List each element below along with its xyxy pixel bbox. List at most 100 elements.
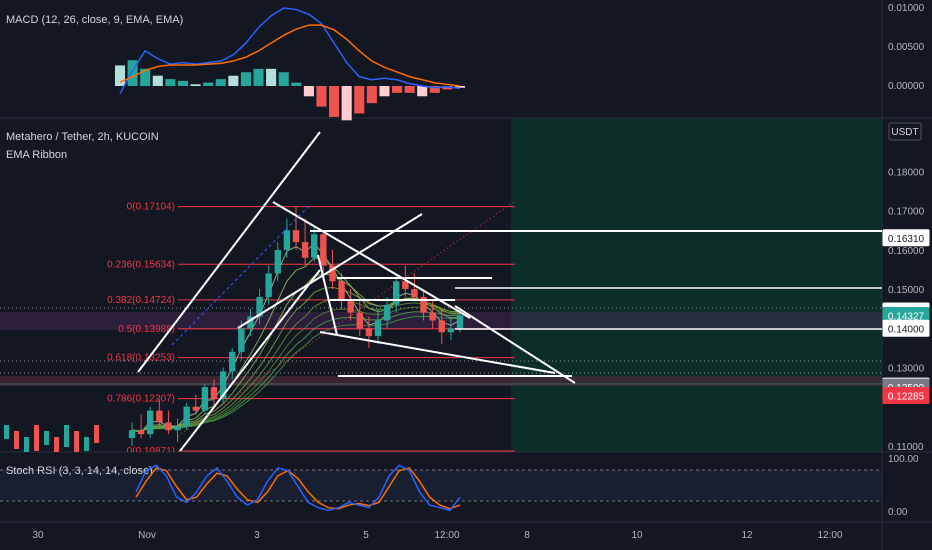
time-tick: 5 bbox=[363, 530, 369, 541]
currency-badge[interactable]: USDT bbox=[888, 122, 922, 141]
candle-body bbox=[183, 406, 190, 427]
time-tick: 3 bbox=[254, 530, 260, 541]
macd-axis-label: 0.00500 bbox=[888, 42, 925, 53]
macd-axis-label: 0.00000 bbox=[888, 81, 925, 92]
candle-body bbox=[356, 312, 363, 329]
candle-body bbox=[365, 328, 373, 337]
fib-level-label: 0.618(0.13253) bbox=[107, 353, 175, 364]
indicator-label: EMA Ribbon bbox=[6, 149, 67, 161]
candle-body bbox=[283, 230, 291, 250]
price-tag-box bbox=[882, 319, 930, 337]
macd-histogram-bar bbox=[240, 72, 251, 86]
macd-histogram-bar bbox=[253, 68, 264, 86]
macd-histogram-bar bbox=[316, 86, 327, 107]
candle-body bbox=[311, 234, 318, 258]
macd-histogram-bar bbox=[266, 68, 277, 86]
dashed-trend-line bbox=[171, 204, 311, 346]
fib-level-label: 0(0.17104) bbox=[127, 202, 175, 213]
candle-body bbox=[24, 437, 29, 452]
price-axis-label: 0.18000 bbox=[888, 168, 925, 179]
price-tag-label: 0.14000 bbox=[888, 324, 925, 335]
candle-body bbox=[229, 351, 236, 372]
fib-level-label: 0.236(0.15634) bbox=[107, 259, 175, 270]
currency-label: USDT bbox=[891, 127, 918, 138]
trendline[interactable] bbox=[319, 331, 556, 374]
macd-histogram-bar bbox=[278, 72, 289, 86]
candle-body bbox=[320, 234, 327, 266]
candle-body bbox=[64, 425, 69, 447]
macd-histogram bbox=[114, 60, 466, 121]
time-tick: Nov bbox=[138, 530, 156, 541]
long-position-zone bbox=[511, 118, 882, 452]
trendline[interactable] bbox=[317, 254, 338, 336]
fib-level-label: 0(0.10871) bbox=[127, 446, 175, 457]
stoch-rsi-pane[interactable]: Stoch RSI (3, 3, 14, 14, close) 100.00 0… bbox=[0, 454, 919, 518]
macd-label: MACD (12, 26, close, 9, EMA, EMA) bbox=[6, 14, 183, 26]
macd-pane[interactable]: MACD (12, 26, close, 9, EMA, EMA) 0.0100… bbox=[6, 3, 925, 121]
fib-level-label: 0.382(0.14724) bbox=[107, 295, 175, 306]
macd-histogram-bar bbox=[203, 82, 214, 86]
candle-body bbox=[94, 425, 99, 443]
candle-body bbox=[74, 431, 79, 452]
stoch-label: Stoch RSI (3, 3, 14, 14, close) bbox=[6, 465, 153, 477]
price-axis-background bbox=[882, 0, 932, 550]
price-tag-label: 0.12285 bbox=[888, 392, 925, 403]
macd-histogram-bar bbox=[165, 79, 176, 86]
fib-retracement[interactable]: 0(0.17104) 0.236(0.15634) 0.382(0.14724) 0.… bbox=[107, 202, 515, 457]
price-tag-box bbox=[882, 229, 930, 247]
candle-body bbox=[393, 281, 400, 305]
macd-histogram-bar bbox=[228, 75, 239, 86]
macd-histogram-bar bbox=[127, 60, 138, 86]
candle-body bbox=[192, 406, 199, 411]
trendline[interactable] bbox=[454, 305, 576, 384]
candle-body bbox=[438, 320, 445, 333]
macd-histogram-bar bbox=[140, 68, 151, 86]
candle-body bbox=[84, 437, 89, 451]
macd-histogram-bar bbox=[379, 86, 390, 97]
price-tag-box bbox=[882, 387, 930, 405]
macd-histogram-bar bbox=[303, 86, 314, 97]
trendline[interactable] bbox=[237, 213, 423, 329]
trendline-drawings[interactable] bbox=[137, 131, 882, 452]
stoch-axis-label: 100.00 bbox=[888, 454, 919, 465]
candle-body bbox=[238, 328, 245, 352]
candle-body bbox=[447, 328, 455, 333]
macd-histogram-bar bbox=[417, 86, 428, 97]
price-pane[interactable]: Metahero / Tether, 2h, KUCOIN EMA Ribbon… bbox=[0, 122, 930, 459]
macd-histogram-bar bbox=[366, 86, 377, 104]
price-tag-label: 0.14327 bbox=[888, 311, 925, 322]
candle-body bbox=[292, 230, 300, 243]
macd-histogram-bar bbox=[329, 86, 340, 117]
candle-body bbox=[128, 430, 136, 439]
price-tag-label: 0.16310 bbox=[888, 234, 925, 245]
fib-zone bbox=[178, 399, 515, 451]
macd-histogram-bar bbox=[152, 75, 163, 86]
stoch-axis-label: 0.00 bbox=[888, 507, 908, 518]
trendline[interactable] bbox=[272, 201, 471, 319]
fib-trend-line bbox=[177, 200, 516, 437]
macd-histogram-bar bbox=[392, 86, 403, 93]
macd-signal-line bbox=[119, 24, 461, 87]
price-axis-label: 0.13000 bbox=[888, 364, 925, 375]
candle-body bbox=[4, 425, 9, 439]
symbol-title: Metahero / Tether, 2h, KUCOIN bbox=[6, 131, 159, 143]
fib-zone bbox=[178, 329, 515, 358]
candle-body bbox=[265, 273, 272, 297]
macd-histogram-bar bbox=[190, 84, 201, 86]
time-axis[interactable]: 30 Nov 3 5 12:00 8 10 12 12:00 bbox=[32, 530, 843, 541]
price-tags: 0.163100.144410.143270.140000.125250.125… bbox=[882, 229, 930, 405]
candle-body bbox=[219, 371, 227, 399]
candle-body bbox=[347, 300, 354, 313]
candle-body bbox=[456, 315, 464, 329]
candle-body bbox=[14, 431, 19, 449]
macd-histogram-bar bbox=[177, 80, 188, 86]
macd-histogram-bar bbox=[341, 86, 352, 121]
candle-body bbox=[156, 410, 163, 423]
macd-histogram-bar bbox=[291, 82, 302, 86]
candle-body bbox=[174, 426, 181, 431]
time-tick: 12 bbox=[741, 530, 753, 541]
fib-level-label: 0.786(0.12207) bbox=[107, 394, 175, 405]
trendline[interactable] bbox=[179, 269, 321, 452]
trendline[interactable] bbox=[137, 131, 321, 373]
